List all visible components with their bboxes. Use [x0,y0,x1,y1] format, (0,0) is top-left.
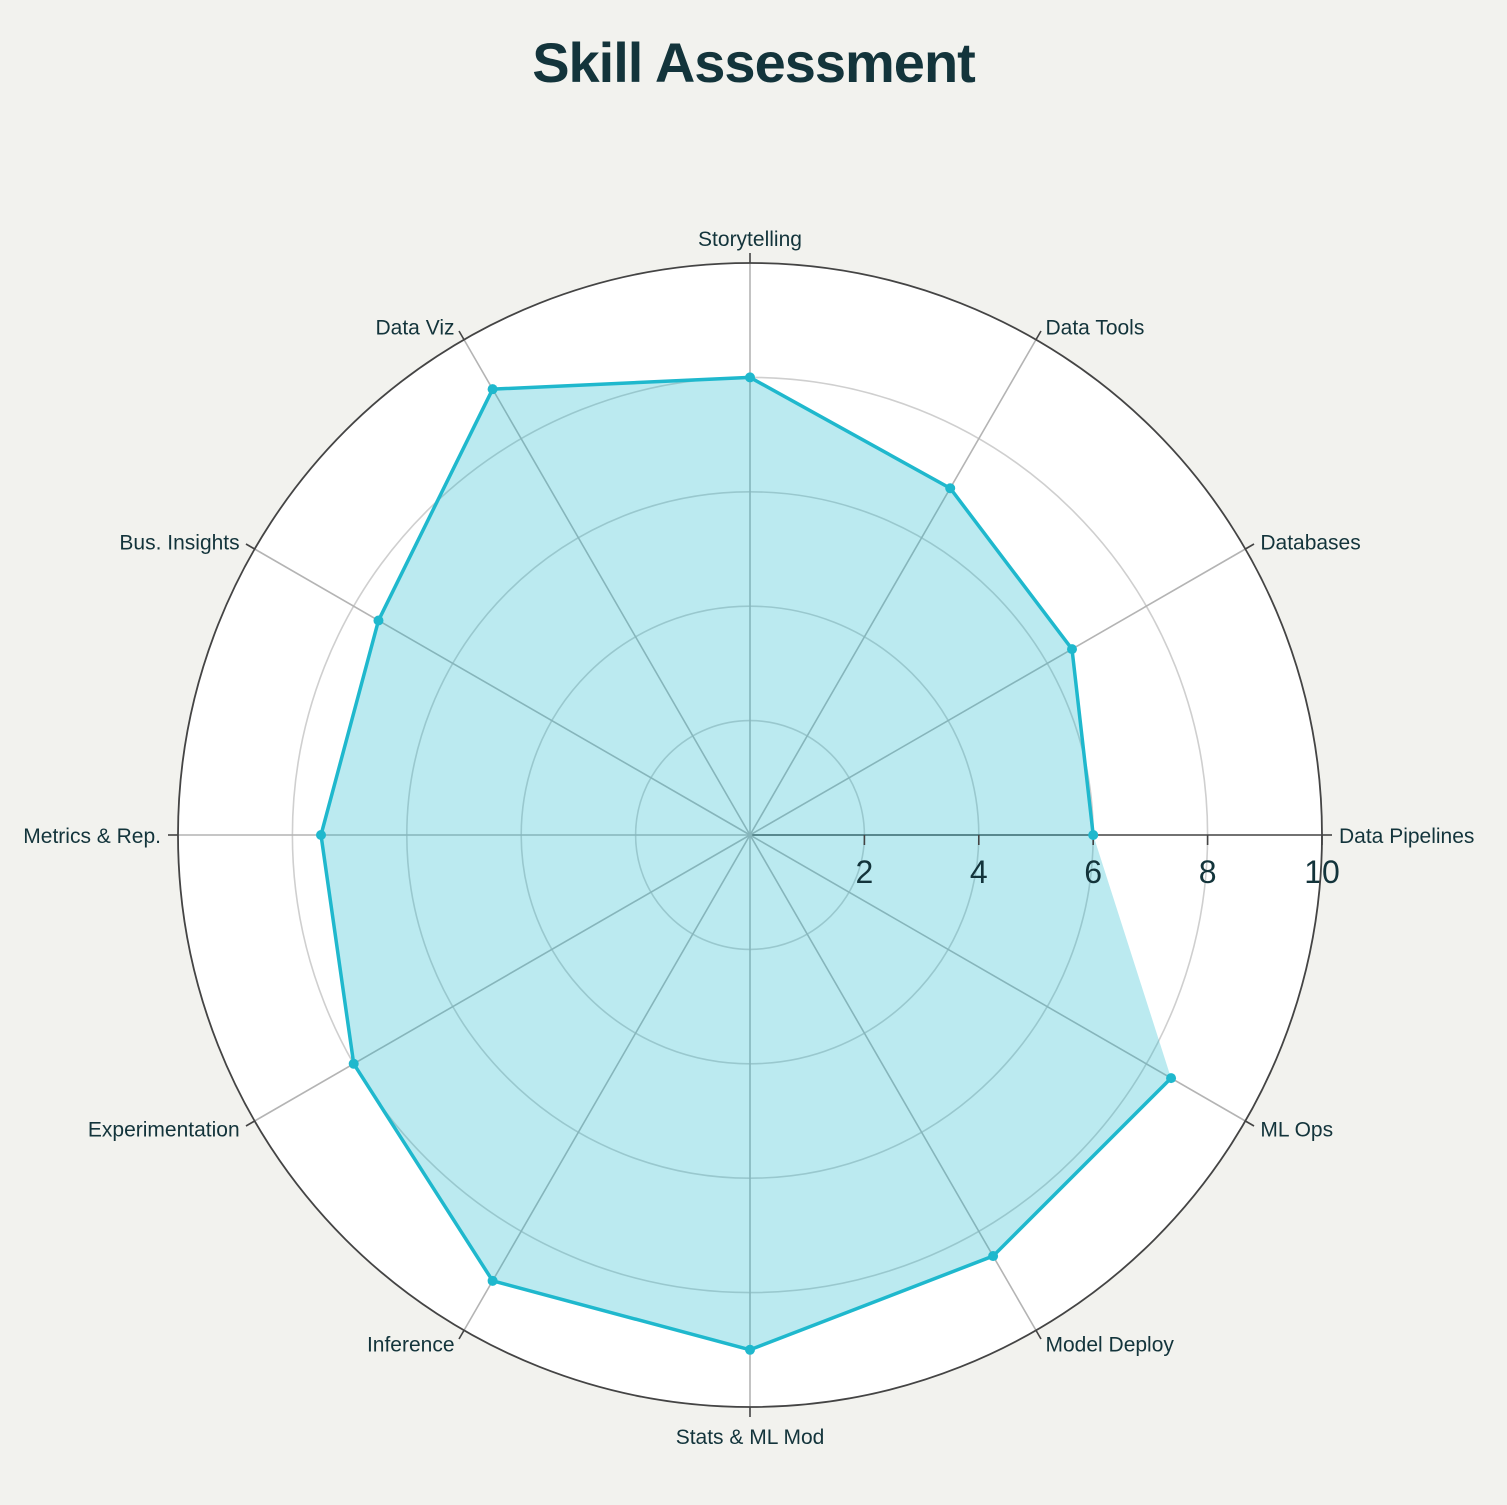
axis-tick-mark [458,330,465,341]
outer-ring [177,262,1323,1408]
axis-label: Bus. Insights [119,532,239,555]
series-points [316,372,1177,1355]
axis-tick-mark [245,543,256,550]
axis-spoke [254,548,751,836]
radial-tick-label: 6 [1084,854,1102,890]
axis-spoke [463,339,751,836]
data-point [316,830,326,840]
axis-label: Databases [1260,532,1360,555]
axis-tick-mark [1035,330,1042,341]
axis-tick-mark [1244,543,1255,550]
series-area [321,377,1172,1350]
data-point [945,483,956,494]
radial-tick-label: 8 [1199,854,1217,890]
chart-title: Skill Assessment [532,31,976,94]
axis-label: Experimentation [88,1119,240,1142]
radial-axis: 2 4 6 8 10 [856,835,1340,890]
data-point [487,1275,498,1286]
data-point [373,615,384,626]
radial-tick-label: 4 [970,854,988,890]
data-point [1166,1073,1177,1084]
data-point [1066,644,1077,655]
radial-tick-label: 2 [856,854,874,890]
data-point [487,384,498,395]
axis-tick-mark [245,1120,256,1127]
axis-label: Storytelling [698,228,802,251]
axis-spoke [749,834,1037,1331]
axis-label: Data Pipelines [1339,825,1474,848]
axis-label: Stats & ML Mod [676,1426,825,1449]
axis-labels: Data Pipelines Databases Data Tools Storyte… [23,228,1474,1449]
series-line [319,375,1173,1352]
axis-label: Model Deploy [1046,1333,1175,1356]
data-point [745,372,755,383]
axis-tick-mark [458,1329,465,1340]
axis-label: Data Tools [1046,317,1145,340]
axis-tick-mark [1035,1329,1042,1340]
data-point [745,1344,755,1355]
axis-label: Data Viz [376,317,455,340]
axis-spoke [254,834,751,1122]
axis-label: Inference [367,1333,455,1356]
axis-tick-mark [1244,1120,1255,1127]
axis-spokes [168,253,1332,1417]
data-point [348,1058,359,1069]
data-point [1088,830,1099,840]
axis-label: Metrics & Rep. [23,825,161,848]
data-point [988,1251,999,1262]
axis-spoke [749,834,1246,1122]
axis-spoke [463,834,751,1331]
axis-spoke [749,548,1246,836]
axis-spoke [749,339,1037,836]
axis-label: ML Ops [1260,1119,1333,1142]
